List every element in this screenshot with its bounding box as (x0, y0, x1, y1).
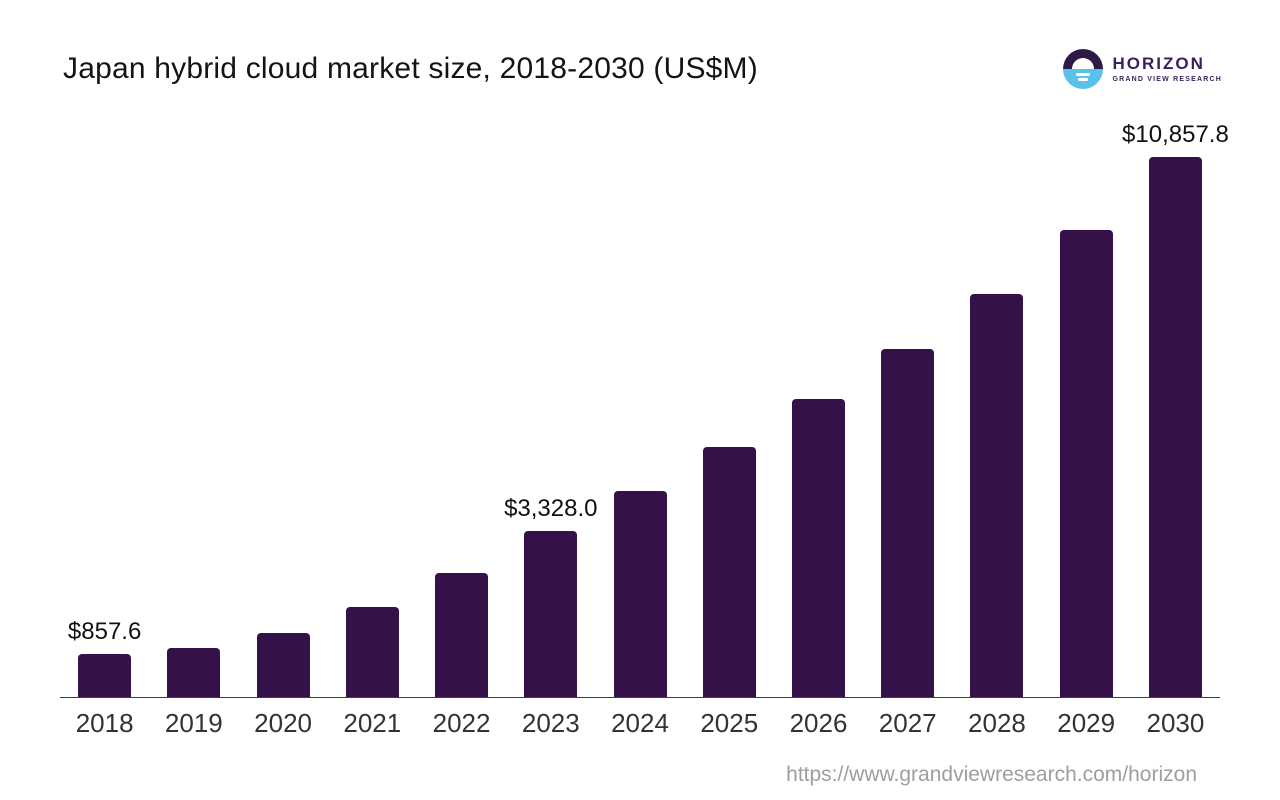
x-tick-label-2022: 2022 (432, 708, 491, 738)
x-tick-label-2018: 2018 (75, 708, 134, 738)
data-label-2023: $3,328.0 (504, 495, 598, 522)
x-tick-label-2030: 2030 (1146, 708, 1205, 738)
x-tick-label-2021: 2021 (343, 708, 402, 738)
bar-slot-2023: $3,328.0 (504, 158, 598, 697)
x-tick-label-2028: 2028 (968, 708, 1026, 738)
logo-text: HORIZON GRAND VIEW RESEARCH (1112, 54, 1222, 83)
bar-2018 (78, 654, 132, 697)
bar-2027 (881, 349, 935, 697)
bar-2019 (167, 648, 221, 697)
bar-2022 (435, 573, 489, 697)
bar-slot-2018: $857.6 (60, 158, 149, 697)
horizon-logo: HORIZON GRAND VIEW RESEARCH (1063, 49, 1222, 89)
bar-slot-2019 (149, 158, 238, 697)
data-label-2018: $857.6 (67, 618, 142, 645)
bar-2023 (524, 531, 578, 697)
x-tick-label-2025: 2025 (700, 708, 759, 738)
logo-brand-name: HORIZON (1112, 54, 1205, 74)
x-tick-label-2026: 2026 (789, 708, 848, 738)
chart-title: Japan hybrid cloud market size, 2018-203… (63, 52, 758, 85)
bar-slot-2021 (328, 158, 417, 697)
bar-slot-2024 (595, 158, 684, 697)
x-tick-label-2029: 2029 (1057, 708, 1116, 738)
logo-subtitle: GRAND VIEW RESEARCH (1112, 75, 1222, 83)
x-tick-label-2027: 2027 (878, 708, 937, 738)
bar-slot-2028 (952, 158, 1041, 697)
bar-2028 (970, 294, 1024, 697)
water-line-2 (1078, 78, 1089, 81)
bar-slot-2030: $10,857.8 (1122, 121, 1229, 697)
bar-slot-2027 (863, 158, 952, 697)
bar-slot-2020 (238, 158, 327, 697)
bar-2030 (1148, 157, 1202, 697)
bar-slot-2025 (685, 158, 774, 697)
bar-2020 (256, 633, 310, 697)
x-tick-label-2023: 2023 (521, 708, 580, 738)
bar-chart-plot-area: $857.6 $3,328.0 $10,857.8 (60, 121, 1229, 698)
x-tick-label-2019: 2019 (164, 708, 223, 738)
bar-2026 (791, 399, 845, 697)
bar-2024 (613, 491, 667, 697)
bar-2021 (345, 607, 399, 697)
bar-slot-2022 (417, 158, 506, 697)
water-line-1 (1076, 73, 1091, 76)
bar-slot-2029 (1042, 158, 1131, 697)
bar-slot-2026 (774, 158, 863, 697)
bar-2029 (1059, 230, 1113, 697)
x-tick-label-2024: 2024 (611, 708, 669, 738)
x-axis-labels: 2018 2019 2020 2021 2022 2023 2024 2025 2026 2027… (60, 708, 1220, 739)
source-url: https://www.grandviewresearch.com/horizo… (786, 763, 1197, 786)
bar-2025 (702, 447, 756, 697)
x-tick-label-2020: 2020 (254, 708, 312, 738)
sun-dome-shape (1072, 58, 1095, 69)
horizon-sunrise-icon (1063, 49, 1104, 89)
data-label-2030: $10,857.8 (1122, 121, 1229, 148)
